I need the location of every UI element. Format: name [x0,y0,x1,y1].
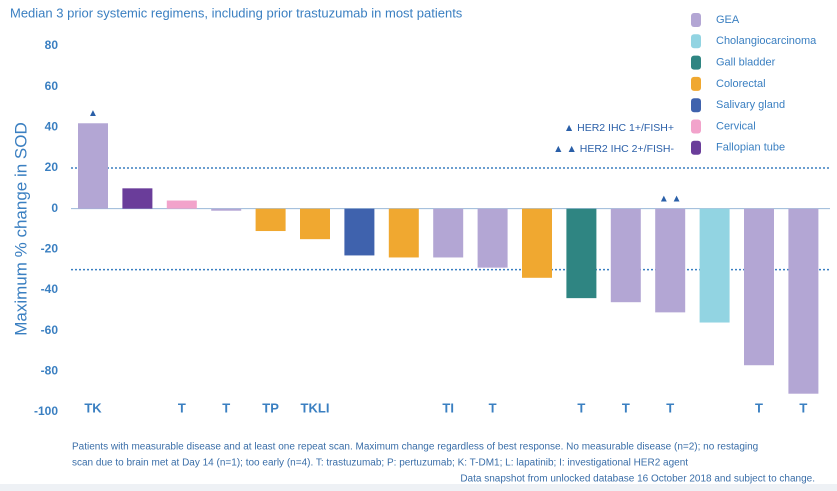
legend-label: Fallopian tube [716,142,785,154]
legend-label: Colorectal [716,78,766,90]
y-tick-label: -40 [41,282,59,296]
legend-swatch [691,140,701,155]
y-tick-label: -80 [41,364,59,378]
bar [344,208,375,256]
x-tick-label: TKLI [301,400,330,415]
bar [433,208,464,258]
bar [388,208,419,258]
y-axis-label: Maximum % change in SOD [11,122,30,336]
x-tick-label: TP [262,400,279,415]
bar [300,208,330,240]
x-tick-label: T [577,400,585,415]
x-tick-label: TK [84,400,102,415]
footnote: Patients with measurable disease and at … [72,442,758,453]
y-tick-label: 0 [51,201,58,215]
bar [255,208,286,232]
bar [78,123,108,209]
bar [166,200,197,209]
bar [477,208,508,268]
footnote: Data snapshot from unlocked database 16 … [460,474,815,485]
x-tick-label: T [799,400,807,415]
bar [610,208,641,303]
legend-label: Cervical [716,120,756,132]
y-tick-label: -20 [41,242,59,256]
x-tick-label: T [666,400,674,415]
y-tick-label: -60 [41,323,59,337]
x-tick-label: TI [442,400,454,415]
subtitle: Median 3 prior systemic regimens, includ… [10,5,463,20]
legend-swatch [691,119,701,134]
legend-swatch [691,13,701,27]
bar [744,208,774,366]
footer-band [0,484,837,491]
legend-swatch [691,98,701,113]
footnote: scan due to brain met at Day 14 (n=1); t… [72,458,688,469]
y-tick-label: 80 [45,38,59,52]
legend-swatch [691,34,701,49]
bar [655,208,686,313]
x-tick-label: T [222,400,230,415]
x-tick-label: T [178,400,186,415]
bar [522,208,552,278]
x-tick-label: T [755,400,763,415]
legend-label: Cholangiocarcinoma [716,35,817,47]
legend-swatch [691,55,701,70]
x-tick-label: T [622,400,630,415]
bar [122,188,153,209]
legend-label: Gall bladder [716,57,776,69]
y-tick-label: -100 [34,404,58,418]
legend-label: GEA [716,14,740,26]
response-marker: ▲ ▲ [659,193,682,204]
x-tick-label: T [489,400,497,415]
annotation: ▲ HER2 IHC 1+/FISH+ [564,122,674,134]
y-tick-label: 40 [45,120,59,134]
bar [699,208,730,323]
bar [566,208,597,299]
bar [211,208,242,211]
y-tick-label: 60 [45,79,59,93]
y-tick-label: 20 [45,160,59,174]
legend-swatch [691,76,701,91]
legend-label: Salivary gland [716,99,785,111]
annotation: ▲ ▲ HER2 IHC 2+/FISH- [553,143,674,155]
response-marker: ▲ [88,108,98,119]
bar [788,208,819,394]
